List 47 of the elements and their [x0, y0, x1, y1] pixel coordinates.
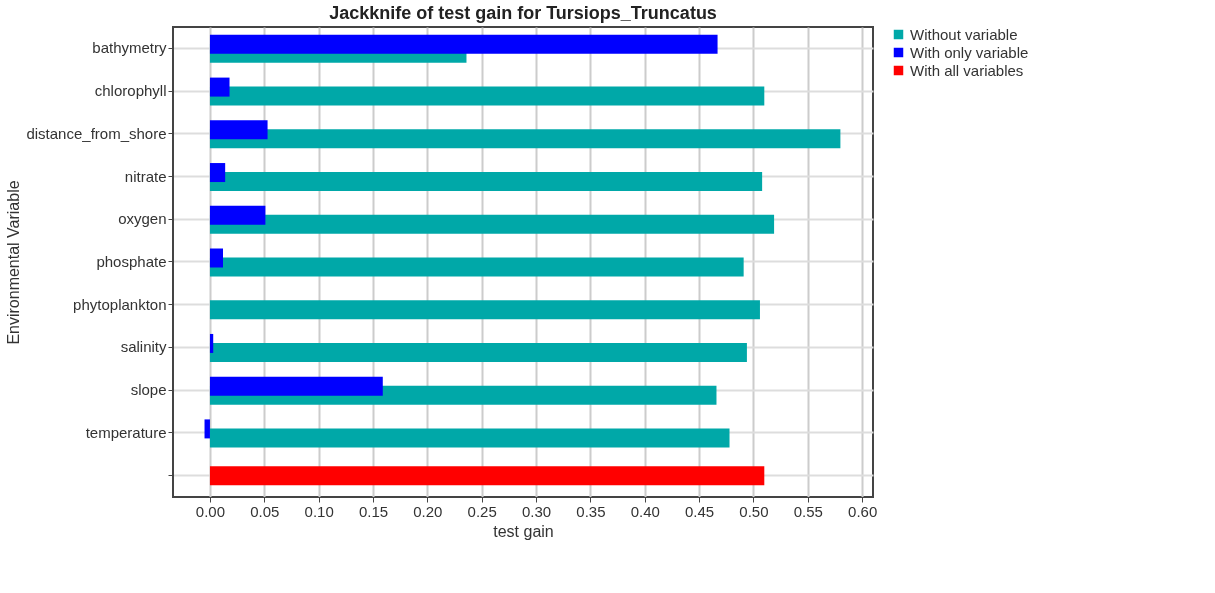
bar: [209, 77, 230, 97]
legend-label: Without variable: [910, 25, 1018, 43]
bar: [209, 86, 765, 106]
legend-label: With only variable: [910, 43, 1029, 61]
x-tick-label: 0.45: [684, 502, 715, 520]
x-tick-label: 0.50: [739, 502, 769, 520]
bar: [209, 257, 744, 277]
x-axis-title: test gain: [493, 522, 554, 540]
y-tick-label: distance_from_shore: [26, 124, 167, 142]
y-axis-title: Environmental Variable: [5, 180, 23, 345]
bar: [209, 120, 268, 140]
y-tick-label: chlorophyll: [94, 82, 167, 100]
legend-label: With all variables: [910, 61, 1024, 79]
bar: [209, 333, 214, 353]
x-tick-label: 0.35: [576, 502, 606, 520]
x-tick-label: 0.20: [413, 502, 443, 520]
y-tick-label: bathymetry: [92, 39, 167, 57]
x-tick-label: 0.00: [195, 502, 226, 520]
y-tick-label: phosphate: [96, 253, 167, 270]
x-tick-label: 0.10: [304, 502, 334, 520]
y-tick-label: salinity: [120, 338, 167, 356]
bar: [209, 129, 841, 149]
bar: [209, 172, 763, 192]
bar: [209, 342, 747, 362]
bar: [209, 428, 730, 448]
bar: [209, 376, 383, 396]
x-tick-label: 0.60: [848, 502, 878, 520]
bar: [209, 163, 226, 183]
x-tick-label: 0.05: [250, 502, 280, 520]
bar: [209, 205, 266, 225]
x-tick-label: 0.15: [358, 502, 389, 520]
y-tick-label: phytoplankton: [73, 295, 167, 313]
x-tick-label: 0.40: [630, 502, 660, 520]
bar: [209, 466, 765, 486]
y-tick-label: nitrate: [124, 167, 167, 185]
bar: [209, 214, 775, 234]
bar: [209, 34, 718, 54]
chart-title: Jackknife of test gain for Tursiops_Truncatus: [329, 3, 717, 23]
bar: [209, 300, 760, 320]
bar: [209, 248, 223, 268]
y-tick-label: slope: [130, 381, 167, 399]
bar: [204, 419, 210, 439]
y-tick-label: oxygen: [118, 210, 167, 228]
y-tick-label: temperature: [85, 423, 167, 441]
x-tick-label: 0.55: [793, 502, 823, 520]
x-tick-label: 0.25: [467, 502, 497, 520]
x-tick-label: 0.30: [521, 502, 552, 520]
